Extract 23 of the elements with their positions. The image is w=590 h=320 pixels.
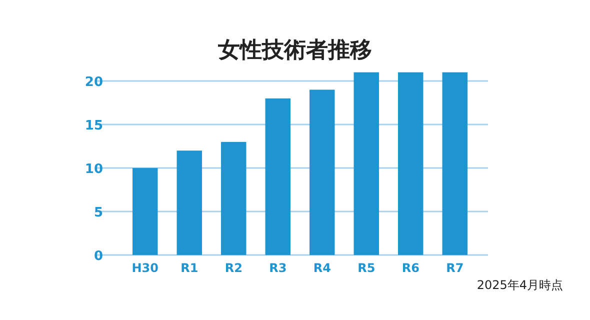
x-tick-label: H30 [132, 261, 158, 275]
x-tick-label: R3 [269, 261, 287, 275]
y-tick-label: 0 [94, 249, 103, 264]
x-tick-label: R6 [402, 261, 420, 275]
bar [221, 142, 246, 255]
x-tick-label: R7 [446, 261, 464, 275]
y-tick-label: 5 [94, 206, 103, 220]
x-tick-label: R4 [313, 261, 331, 275]
x-tick-label: R1 [180, 261, 198, 275]
bar [176, 150, 202, 255]
bar [265, 98, 290, 255]
x-tick-label: R5 [358, 261, 376, 275]
bar [132, 168, 158, 255]
bar [442, 72, 468, 255]
y-tick-label: 15 [84, 118, 103, 134]
y-tick-label: 20 [84, 75, 103, 90]
bar [354, 72, 379, 255]
x-tick-label: R2 [224, 261, 242, 275]
bar [310, 90, 335, 255]
text: 2025年4月時点 [476, 278, 563, 292]
bar [398, 72, 424, 255]
chart-title: 女性技術者推移 [217, 38, 372, 63]
y-tick-label: 10 [84, 162, 103, 177]
